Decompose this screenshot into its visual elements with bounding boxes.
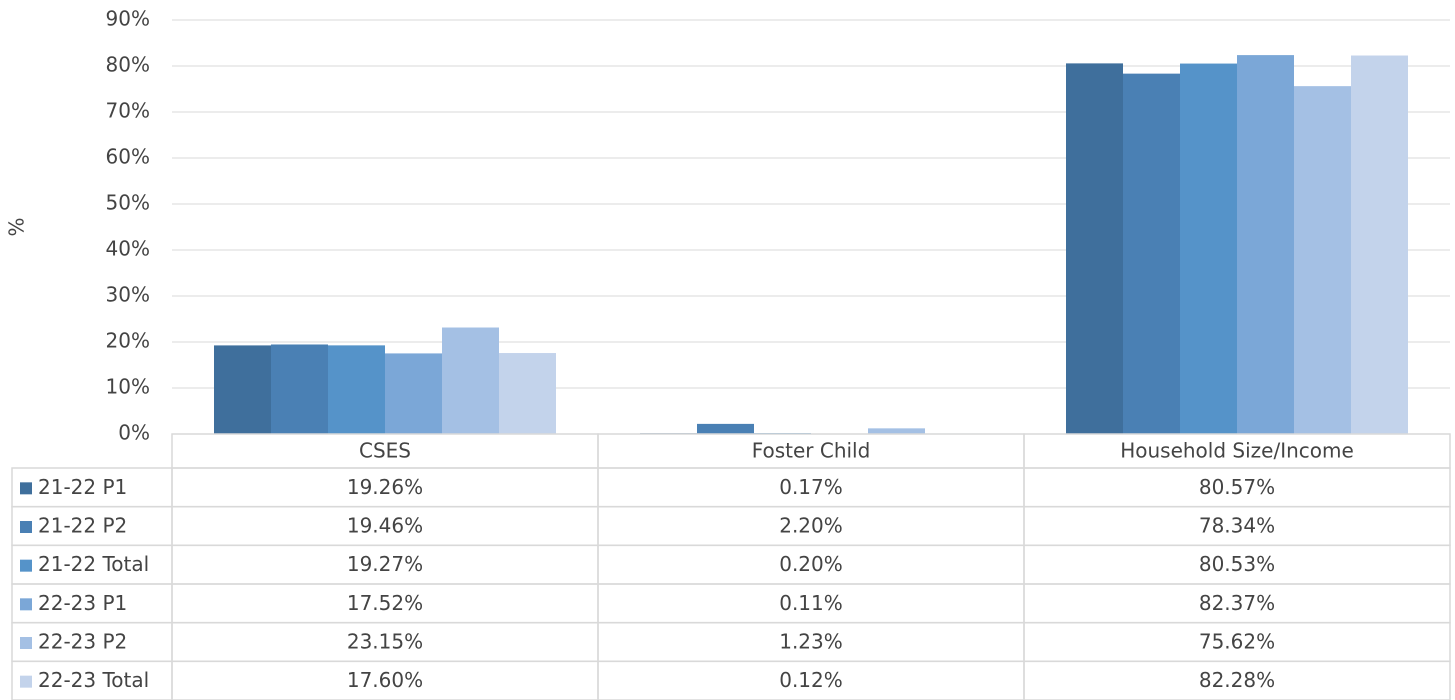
data-label: 82.28% <box>1199 668 1275 692</box>
y-tick-label: 10% <box>106 375 150 399</box>
data-label: 17.52% <box>347 591 423 615</box>
data-label: 82.37% <box>1199 591 1275 615</box>
data-label: 0.17% <box>779 475 843 499</box>
data-label: 0.11% <box>779 591 843 615</box>
legend-label: 21-22 Total <box>38 552 149 576</box>
data-label: 0.12% <box>779 668 843 692</box>
data-label: 2.20% <box>779 514 843 538</box>
legend-label: 22-23 P1 <box>38 591 127 615</box>
bar <box>1123 73 1180 435</box>
y-tick-label: 20% <box>106 329 150 353</box>
legend-swatch <box>20 637 32 649</box>
legend-swatch <box>20 521 32 533</box>
data-label: 1.23% <box>779 630 843 654</box>
data-label: 80.57% <box>1199 475 1275 499</box>
data-label: 80.53% <box>1199 552 1275 576</box>
bar <box>214 345 271 434</box>
bar <box>1237 55 1294 435</box>
data-label: 78.34% <box>1199 514 1275 538</box>
data-label: 75.62% <box>1199 630 1275 654</box>
y-axis-label: % <box>5 217 29 236</box>
legend-swatch <box>20 675 32 688</box>
legend-swatch <box>20 559 32 572</box>
y-tick-label: 80% <box>106 53 150 77</box>
y-tick-label: 30% <box>106 283 150 307</box>
data-label: 19.46% <box>347 514 423 538</box>
bar <box>1066 63 1123 435</box>
bar <box>868 428 925 434</box>
bar <box>1351 55 1408 435</box>
category-label: CSES <box>359 439 411 463</box>
legend-swatch <box>20 482 32 495</box>
y-tick-label: 60% <box>106 145 150 169</box>
legend-label: 21-22 P2 <box>38 514 127 538</box>
y-tick-label: 40% <box>106 237 150 261</box>
data-label: 19.26% <box>347 475 423 499</box>
category-label: Household Size/Income <box>1120 439 1354 463</box>
legend-label: 22-23 P2 <box>38 630 127 654</box>
legend-label: 22-23 Total <box>38 668 149 692</box>
bar <box>271 344 328 434</box>
bar <box>499 353 556 434</box>
bar <box>1294 86 1351 434</box>
y-tick-label: 70% <box>106 99 150 123</box>
bar <box>385 353 442 434</box>
y-tick-label: 0% <box>118 421 150 445</box>
y-tick-label: 90% <box>106 7 150 31</box>
legend-label: 21-22 P1 <box>38 475 127 499</box>
data-label: 0.20% <box>779 552 843 576</box>
category-label: Foster Child <box>752 439 871 463</box>
bar <box>442 327 499 434</box>
data-label: 17.60% <box>347 668 423 692</box>
bar <box>1180 63 1237 434</box>
y-tick-label: 50% <box>106 191 150 215</box>
bar <box>697 423 754 434</box>
bar <box>328 345 385 434</box>
data-label: 23.15% <box>347 630 423 654</box>
legend-swatch <box>20 598 32 611</box>
data-label: 19.27% <box>347 552 423 576</box>
